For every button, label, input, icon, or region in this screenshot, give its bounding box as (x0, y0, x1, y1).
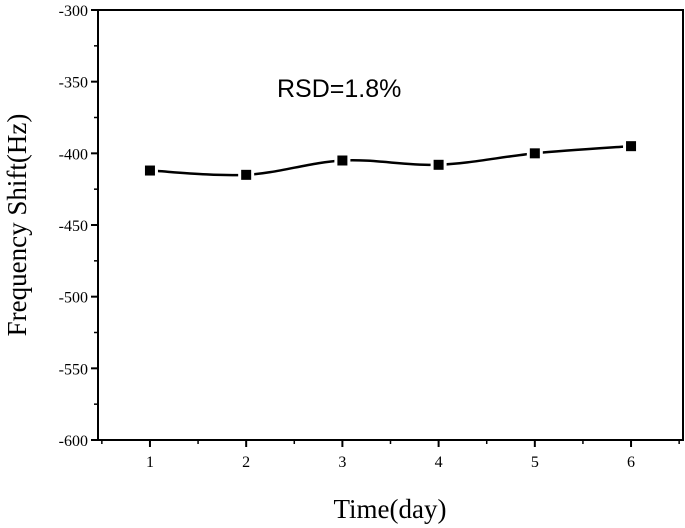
x-tick-label: 4 (435, 454, 443, 471)
y-tick-label: -600 (59, 433, 88, 450)
data-point (626, 141, 637, 152)
y-axis-ticks: -300 -350 -400 -450 -500 -550 -600 (59, 3, 98, 450)
x-axis-label: Time(day) (334, 494, 447, 524)
rsd-annotation: RSD=1.8% (277, 75, 401, 103)
y-tick-label: -550 (59, 361, 88, 378)
y-tick-label: -400 (59, 146, 88, 163)
data-point (337, 155, 348, 166)
y-axis-label: Frequency Shift(Hz) (2, 114, 32, 337)
series-markers (141, 138, 640, 183)
x-tick-label: 3 (338, 454, 346, 471)
data-point (529, 148, 540, 159)
series-line (149, 144, 632, 177)
data-point (241, 169, 252, 180)
y-tick-label: -500 (59, 290, 88, 307)
y-tick-label: -300 (59, 3, 88, 20)
data-point (433, 159, 444, 170)
data-point (144, 165, 155, 176)
x-axis-ticks: 1 2 3 4 5 6 (101, 440, 680, 471)
x-tick-label: 2 (242, 454, 250, 471)
y-tick-label: -350 (59, 75, 88, 92)
x-tick-label: 6 (627, 454, 635, 471)
plot-frame (97, 9, 684, 441)
y-tick-label: -450 (59, 218, 88, 235)
x-tick-label: 1 (146, 454, 154, 471)
x-tick-label: 5 (531, 454, 539, 471)
